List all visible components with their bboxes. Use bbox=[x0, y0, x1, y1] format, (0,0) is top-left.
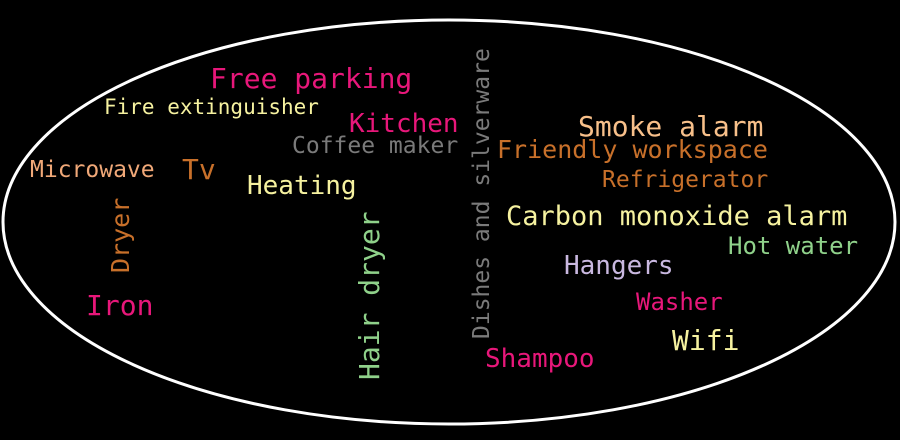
word-coffee-maker: Coffee maker bbox=[292, 133, 459, 159]
word-tv: Tv bbox=[182, 153, 216, 186]
word-dishes-and-silverware: Dishes and silverware bbox=[469, 48, 495, 339]
word-shampoo: Shampoo bbox=[485, 344, 595, 374]
word-carbon-monoxide-alarm: Carbon monoxide alarm bbox=[506, 201, 848, 232]
word-smoke-alarm: Smoke alarm bbox=[578, 110, 764, 143]
word-friendly-workspace: Friendly workspace bbox=[497, 135, 768, 164]
word-microwave: Microwave bbox=[30, 157, 155, 183]
word-fire-extinguisher: Fire extinguisher bbox=[104, 95, 319, 119]
word-hair-dryer: Hair dryer bbox=[353, 211, 386, 380]
word-free-parking: Free parking bbox=[210, 62, 413, 95]
word-iron: Iron bbox=[86, 289, 154, 322]
word-refrigerator: Refrigerator bbox=[602, 167, 769, 193]
word-hot-water: Hot water bbox=[728, 232, 859, 260]
word-dryer: Dryer bbox=[106, 197, 135, 273]
word-wifi: Wifi bbox=[672, 324, 740, 357]
word-washer: Washer bbox=[636, 288, 723, 316]
word-hangers: Hangers bbox=[564, 251, 674, 281]
word-heating: Heating bbox=[247, 171, 357, 201]
word-kitchen: Kitchen bbox=[349, 109, 459, 139]
